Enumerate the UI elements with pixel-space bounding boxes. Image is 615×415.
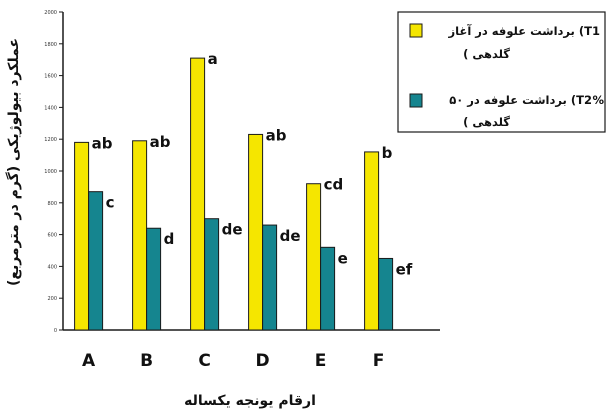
y-tick-label: 400	[47, 264, 57, 270]
y-tick-label: 1600	[44, 74, 57, 80]
category-label-f: F	[373, 351, 385, 371]
category-label-d: D	[256, 351, 270, 371]
bar-t2-b	[146, 227, 162, 331]
y-tick-label: 1200	[44, 137, 57, 143]
sig-label-t1-b: ab	[150, 133, 171, 151]
bar-t2-c	[204, 218, 220, 331]
sig-label-t2-f: ef	[396, 260, 413, 278]
category-label-b: B	[140, 351, 153, 371]
bar-t1-d	[248, 133, 264, 331]
legend-label-t1-line1: برداشت علوفه در آغاز (T1	[448, 24, 600, 39]
sig-label-t2-e: e	[338, 249, 348, 267]
bar-t2-a	[88, 191, 104, 331]
sig-label-t1-f: b	[382, 144, 393, 162]
legend: برداشت علوفه در آغاز (T1 ( گلدهی برداشت …	[397, 11, 606, 133]
legend-label-t2-line2: ( گلدهی	[463, 115, 510, 129]
significance-labels: ab c ab d a de ab de cd e b ef	[92, 50, 413, 278]
legend-label-t2-line1: برداشت علوفه در ۵۰ (T2	[449, 93, 592, 108]
y-tick-label: 600	[47, 233, 57, 239]
y-axis-ticks: 0 200 400 600 800 1000 1200 1400 1600 1800 2000	[44, 10, 63, 334]
sig-label-t1-a: ab	[92, 134, 113, 152]
bar-t1-f	[364, 151, 380, 331]
legend-box	[397, 11, 606, 133]
sig-label-t1-d: ab	[266, 126, 287, 144]
y-tick-label: 2000	[44, 10, 57, 16]
category-label-a: A	[82, 351, 96, 371]
category-label-e: E	[315, 351, 327, 371]
legend-swatch-t1	[409, 23, 423, 38]
bar-t2-f	[378, 257, 394, 331]
y-tick-label: 1400	[44, 105, 57, 111]
bar-t1-a	[74, 141, 90, 331]
sig-label-t2-a: c	[106, 194, 115, 212]
sig-label-t1-c: a	[208, 50, 218, 68]
bar-t1-e	[306, 183, 322, 331]
sig-label-t1-e: cd	[324, 176, 344, 194]
category-labels: A B C D E F	[82, 351, 384, 371]
bar-t1-c	[190, 57, 206, 331]
category-label-c: C	[198, 351, 210, 371]
bars	[74, 57, 394, 331]
y-tick-label: 200	[47, 296, 57, 302]
y-tick-label: 1000	[44, 169, 57, 175]
y-axis-title: عملکرد بیولوژیکی (گرم در مترمربع)	[5, 38, 22, 286]
sig-label-t2-b: d	[164, 230, 175, 248]
y-tick-label: 1800	[44, 42, 57, 48]
bar-t2-d	[262, 224, 278, 331]
sig-label-t2-c: de	[222, 221, 243, 239]
sig-label-t2-d: de	[280, 227, 301, 245]
legend-swatch-t2	[409, 93, 423, 108]
bar-t2-e	[320, 246, 336, 331]
y-tick-label: 0	[54, 328, 57, 334]
y-tick-label: 800	[47, 201, 57, 207]
x-axis-title: ارقام یونجه یکساله	[184, 393, 316, 409]
legend-label-t1-line2: ( گلدهی	[463, 47, 510, 61]
bar-t1-b	[132, 140, 148, 331]
legend-label-t2-percent: %	[592, 93, 604, 107]
